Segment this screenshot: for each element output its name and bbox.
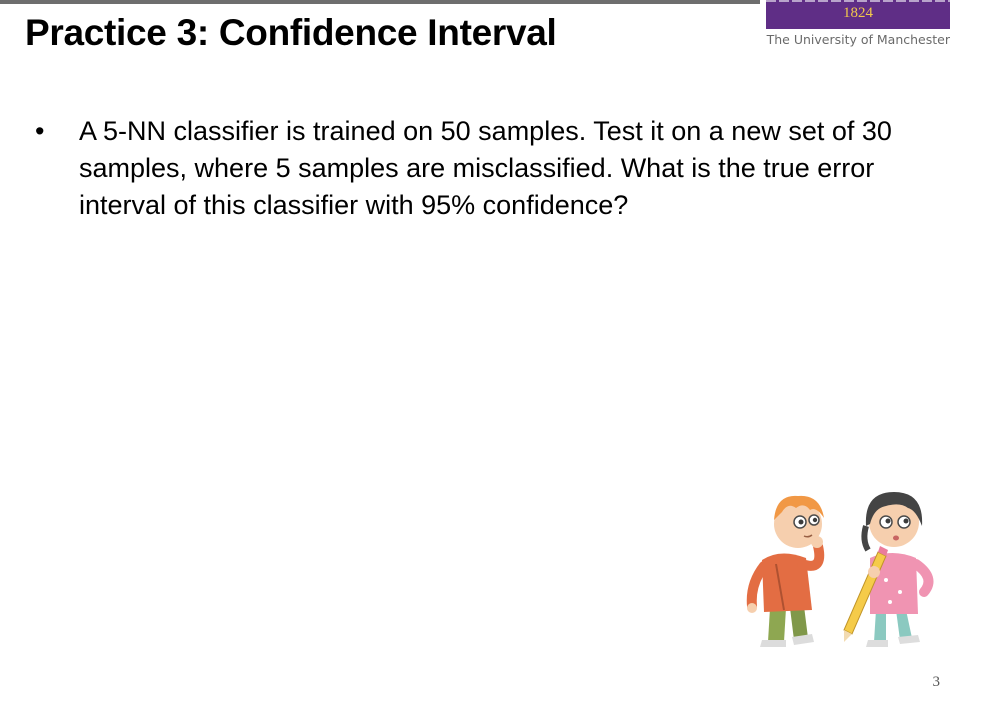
slide-title: Practice 3: Confidence Interval: [25, 12, 557, 53]
bullet-dot: •: [35, 116, 45, 146]
boy-figure: [746, 495, 825, 647]
bullet-item: • A 5-NN classifier is trained on 50 sam…: [35, 113, 945, 224]
page-number: 3: [932, 674, 941, 690]
girl-figure: [843, 492, 934, 647]
bullet-list: • A 5-NN classifier is trained on 50 sam…: [35, 113, 945, 224]
bullet-text: A 5-NN classifier is trained on 50 sampl…: [79, 116, 892, 220]
university-logo: 1824: [766, 0, 950, 29]
university-name: The University of Manchester: [766, 32, 950, 47]
logo-wordmark-cropped: [766, 0, 950, 2]
thinking-kids-illustration: [746, 492, 934, 647]
logo-year: 1824: [843, 5, 873, 21]
header-rule: [0, 0, 760, 4]
